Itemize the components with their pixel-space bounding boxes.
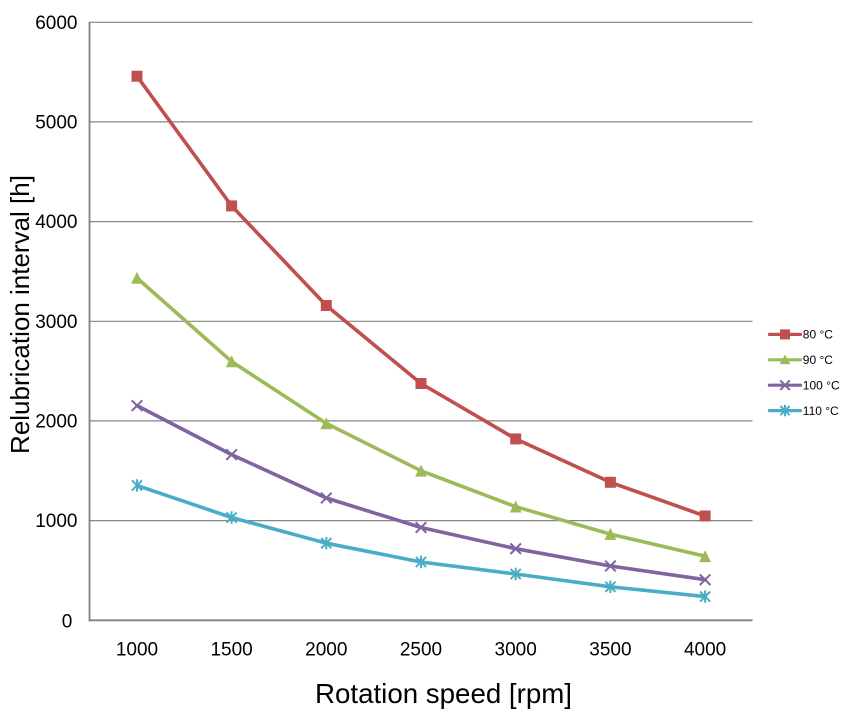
svg-text:100 °C: 100 °C	[803, 378, 840, 392]
svg-text:4000: 4000	[684, 640, 726, 661]
svg-text:1000: 1000	[116, 640, 158, 661]
svg-text:2000: 2000	[305, 640, 347, 661]
svg-text:90 °C: 90 °C	[803, 353, 833, 367]
svg-text:5000: 5000	[35, 112, 77, 133]
svg-text:2500: 2500	[400, 640, 442, 661]
svg-text:0: 0	[62, 612, 73, 633]
svg-text:Rotation speed [rpm]: Rotation speed [rpm]	[315, 678, 572, 709]
svg-text:3000: 3000	[495, 640, 537, 661]
svg-text:3000: 3000	[35, 312, 77, 333]
svg-text:80 °C: 80 °C	[803, 328, 833, 342]
svg-text:Relubrication interval [h]: Relubrication interval [h]	[5, 175, 35, 454]
svg-text:1000: 1000	[35, 511, 77, 532]
svg-text:6000: 6000	[35, 13, 77, 34]
svg-text:2000: 2000	[35, 411, 77, 432]
svg-text:1500: 1500	[210, 640, 252, 661]
svg-text:3500: 3500	[589, 640, 631, 661]
svg-text:110 °C: 110 °C	[803, 404, 839, 418]
svg-text:4000: 4000	[35, 212, 77, 233]
